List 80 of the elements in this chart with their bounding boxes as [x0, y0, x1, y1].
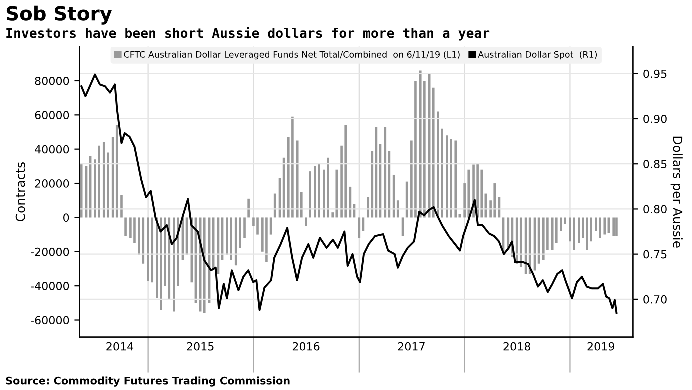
- bar: [292, 116, 294, 218]
- bar: [142, 218, 145, 264]
- bar: [134, 218, 136, 244]
- y-tick-label: 0: [64, 214, 70, 222]
- bar: [266, 218, 268, 262]
- x-tick-label: 2019: [588, 342, 614, 351]
- bar: [551, 218, 554, 250]
- bar: [256, 218, 259, 235]
- bar: [234, 218, 238, 266]
- bar: [384, 127, 387, 218]
- bar: [309, 172, 312, 218]
- source-note: Source: Commodity Futures Trading Commission: [6, 376, 290, 387]
- bar: [98, 146, 100, 218]
- chart-subtitle: Investors have been short Aussie dollars for more than a year: [6, 27, 490, 41]
- bar: [173, 218, 176, 312]
- bar: [151, 218, 154, 283]
- bar: [147, 218, 150, 281]
- bar: [124, 218, 127, 237]
- bar: [494, 184, 496, 218]
- legend-label: Australian Dollar Spot (R1): [478, 51, 598, 60]
- bar: [244, 218, 246, 238]
- bar: [168, 218, 171, 300]
- legend-label: CFTC Australian Dollar Leveraged Funds Net Total/Combined on 6/11/19 (L1): [124, 51, 460, 60]
- bar: [616, 218, 618, 237]
- bar: [203, 218, 206, 314]
- y-axis-title: Contracts: [16, 162, 26, 222]
- y2-axis-title: Dollars per Aussie: [670, 136, 683, 248]
- y2-tick-label: 0.75: [644, 250, 667, 259]
- bar: [367, 197, 370, 218]
- y-tick-label: -20000: [31, 248, 70, 256]
- bar: [560, 218, 562, 232]
- x-tick-label: 2015: [187, 342, 214, 351]
- bar: [396, 200, 400, 218]
- bar: [573, 218, 576, 250]
- x-tick-label: 2018: [504, 342, 530, 351]
- chart-title: Sob Story: [6, 6, 112, 25]
- bar: [446, 136, 448, 218]
- bar: [450, 139, 452, 218]
- x-tick-label: 2016: [292, 342, 320, 351]
- bar: [578, 218, 580, 244]
- bar: [454, 140, 458, 218]
- bar: [542, 218, 545, 260]
- bar: [318, 163, 320, 218]
- bar: [327, 158, 330, 218]
- bar: [520, 218, 522, 268]
- bar: [102, 142, 106, 218]
- bar: [230, 218, 232, 260]
- y2-tick-label: 0.85: [644, 160, 667, 168]
- y-tick-label: 60000: [35, 111, 70, 120]
- bar: [468, 170, 470, 218]
- y2-tick-label: 0.70: [644, 295, 667, 304]
- y-tick-label: -60000: [31, 316, 70, 325]
- bar: [80, 163, 83, 218]
- bar: [586, 218, 588, 250]
- bar: [305, 218, 308, 226]
- bar: [414, 80, 417, 218]
- x-tick-label: 2017: [398, 342, 425, 351]
- bar: [116, 125, 118, 218]
- y2-tick-label: 0.90: [644, 114, 667, 124]
- bar: [296, 140, 299, 218]
- y-tick-label: -40000: [31, 282, 70, 290]
- bar: [432, 88, 435, 218]
- bar: [476, 163, 479, 218]
- bar: [336, 170, 338, 218]
- y-tick-label: 40000: [35, 145, 70, 154]
- bar: [248, 198, 250, 218]
- bar: [599, 218, 602, 238]
- y2-tick-label: 0.95: [644, 70, 667, 78]
- bar: [419, 70, 422, 218]
- bar: [612, 218, 615, 237]
- x-tick-label: 2014: [106, 342, 134, 351]
- bar: [314, 166, 316, 218]
- bar: [604, 218, 606, 235]
- bar: [437, 112, 440, 218]
- bar: [120, 195, 123, 218]
- bar: [344, 125, 347, 218]
- bar: [160, 218, 162, 310]
- y2-tick-label: 0.80: [644, 205, 667, 214]
- y-tick-label: 80000: [35, 76, 70, 86]
- y-tick-label: 20000: [35, 180, 70, 188]
